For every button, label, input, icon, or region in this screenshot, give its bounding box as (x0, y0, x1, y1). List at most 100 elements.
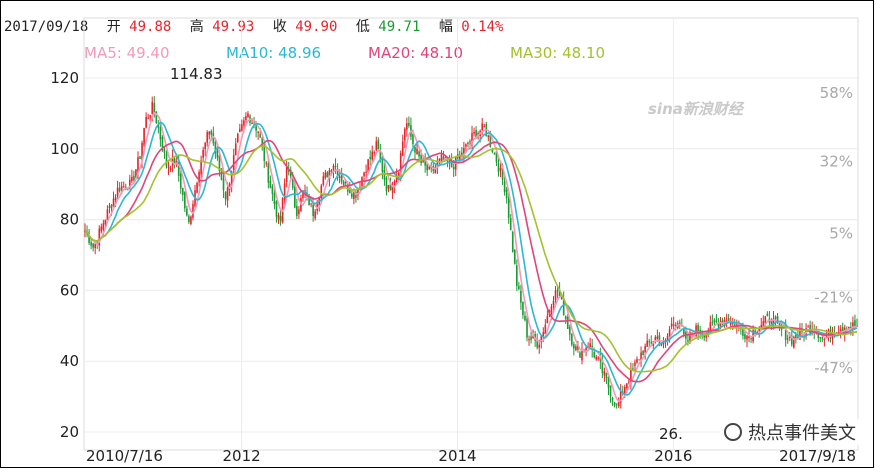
candle-body (375, 141, 378, 150)
candle-body (263, 145, 266, 161)
candle-body (391, 186, 394, 193)
candle-body (839, 329, 842, 333)
candle-body (560, 295, 563, 299)
candle-body (703, 334, 706, 338)
candle-body (257, 131, 259, 133)
candle-body (206, 132, 209, 143)
candle-body (717, 322, 720, 327)
candle-body (145, 117, 147, 128)
candle-body (601, 359, 604, 373)
overlay-text: 热点事件美文 (748, 423, 856, 444)
candle-body (469, 141, 471, 143)
candle-body (139, 156, 141, 159)
candle-body (520, 290, 522, 303)
candle-body (546, 316, 549, 324)
candle-body (522, 301, 524, 315)
candle-body (662, 342, 665, 345)
candle-body (634, 362, 636, 366)
candle-body (365, 171, 367, 173)
candle-body (401, 141, 404, 156)
candle-body (668, 329, 671, 337)
candle-body (320, 185, 323, 199)
candle-body (654, 337, 657, 342)
candle-body (369, 157, 371, 159)
candle-body (562, 297, 565, 315)
candle-body (353, 192, 355, 200)
candle-body (98, 228, 101, 246)
candle-body (579, 352, 581, 358)
candle-body (648, 341, 651, 343)
open-value: 49.88 (129, 19, 172, 35)
candle-body (762, 321, 765, 328)
candle-body (381, 157, 384, 172)
candle-body (100, 226, 103, 232)
plot-border (83, 17, 859, 451)
candle-body (102, 223, 105, 230)
candle-body (766, 313, 769, 317)
candle-body (613, 402, 616, 406)
wechat-overlay: 热点事件美文 (720, 419, 860, 445)
candle-body (605, 373, 608, 379)
y-tick-label: 60 (60, 281, 79, 299)
candle-body (416, 148, 418, 155)
candle-body (493, 152, 496, 154)
quote-row: 2017/09/18 开 49.88 高 49.93 收 49.90 低 49.… (4, 18, 503, 36)
candle-body (532, 335, 534, 339)
candle-body (267, 162, 270, 183)
candle-body (403, 128, 406, 141)
candle-body (595, 356, 598, 360)
candle-body (330, 170, 333, 172)
candle-body (442, 157, 445, 161)
candle-body (524, 315, 526, 321)
candle-body (674, 324, 677, 326)
candle-body (841, 327, 844, 331)
candle-body (135, 169, 137, 179)
candle-body (94, 243, 97, 249)
y-tick-label: 20 (60, 423, 79, 441)
ma5-legend: MA5: 49.40 (84, 44, 170, 62)
ma20-legend: MA20: 48.10 (368, 44, 464, 62)
candle-body (554, 290, 557, 300)
candle-body (161, 136, 164, 151)
candle-body (748, 336, 750, 338)
x-tick-label: 2012 (223, 447, 261, 465)
candle-body (536, 340, 539, 348)
candle-body (628, 381, 630, 383)
candle-body (165, 153, 168, 167)
candle-body (689, 332, 691, 341)
candle-body (526, 318, 528, 338)
candle-body (687, 340, 689, 342)
candle-body (293, 186, 296, 208)
candle-body (817, 331, 820, 338)
candle-body (670, 323, 673, 327)
candle-body (774, 316, 777, 319)
candle-body (558, 289, 561, 297)
candle-body (770, 321, 773, 326)
candle-body (465, 144, 467, 147)
candle-body (473, 131, 475, 134)
candle-body (422, 160, 424, 162)
x-tick-label: 2010/7/16 (86, 447, 163, 465)
candle-body (302, 193, 304, 199)
candle-body (573, 344, 575, 349)
candle-body (328, 170, 331, 179)
candle-body (503, 181, 506, 192)
candle-body (106, 209, 109, 221)
candle-body (646, 340, 649, 347)
y-tick-label: 100 (50, 140, 79, 158)
candle-body (850, 327, 852, 329)
candle-body (571, 334, 573, 345)
candle-body (626, 383, 628, 389)
candle-body (224, 191, 227, 200)
candle-body (379, 150, 382, 159)
candle-body (538, 344, 541, 348)
candle-body (778, 322, 781, 326)
candle-body (406, 123, 408, 130)
sina-watermark: sina新浪财经 (648, 100, 743, 118)
candle-body (764, 316, 767, 324)
candle-body (852, 322, 854, 330)
candle-body (564, 316, 567, 320)
candle-body (141, 142, 143, 161)
candle-body (255, 126, 257, 131)
